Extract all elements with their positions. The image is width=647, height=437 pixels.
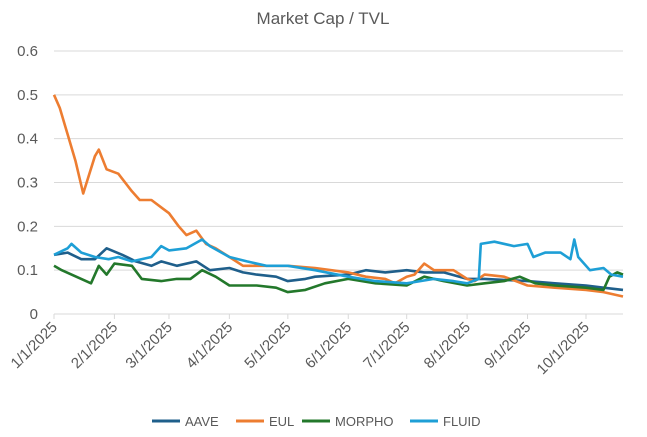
legend: AAVE EUL MORPHO FLUID [152,414,481,429]
y-tick-label: 0.2 [17,218,38,235]
y-tick-label: 0.5 [17,87,38,104]
y-tick-label: 0 [30,306,38,323]
y-tick-label: 0.3 [17,175,38,192]
x-tick-label: 3/1/2025 [122,319,175,372]
x-axis-ticks: 1/1/2025 2/1/2025 3/1/2025 4/1/2025 5/1/2025… [8,314,593,378]
legend-label-morpho: MORPHO [335,414,394,429]
x-tick-label: 8/1/2025 [421,319,474,372]
x-tick-label: 4/1/2025 [183,319,236,372]
series-line-morpho [53,262,624,294]
legend-label-eul: EUL [269,414,294,429]
x-tick-label: 6/1/2025 [302,319,355,372]
x-tick-label: 10/1/2025 [534,319,593,378]
gridlines [54,50,623,315]
x-tick-label: 1/1/2025 [8,319,61,372]
series-line-eul [52,94,624,298]
x-tick-label: 9/1/2025 [481,319,534,372]
y-axis-ticks: 0 0.1 0.2 0.3 0.4 0.5 0.6 [17,43,38,323]
y-tick-label: 0.1 [17,262,38,279]
y-tick-label: 0.4 [17,131,38,148]
legend-label-aave: AAVE [185,414,219,429]
series-lines [52,94,624,298]
series-line-aave [53,247,624,292]
chart-title: Market Cap / TVL [257,9,390,28]
x-tick-label: 5/1/2025 [241,319,294,372]
y-tick-label: 0.6 [17,43,38,60]
series-line-fluid [53,238,624,285]
x-tick-label: 2/1/2025 [68,319,121,372]
legend-label-fluid: FLUID [443,414,481,429]
x-tick-label: 7/1/2025 [360,319,413,372]
